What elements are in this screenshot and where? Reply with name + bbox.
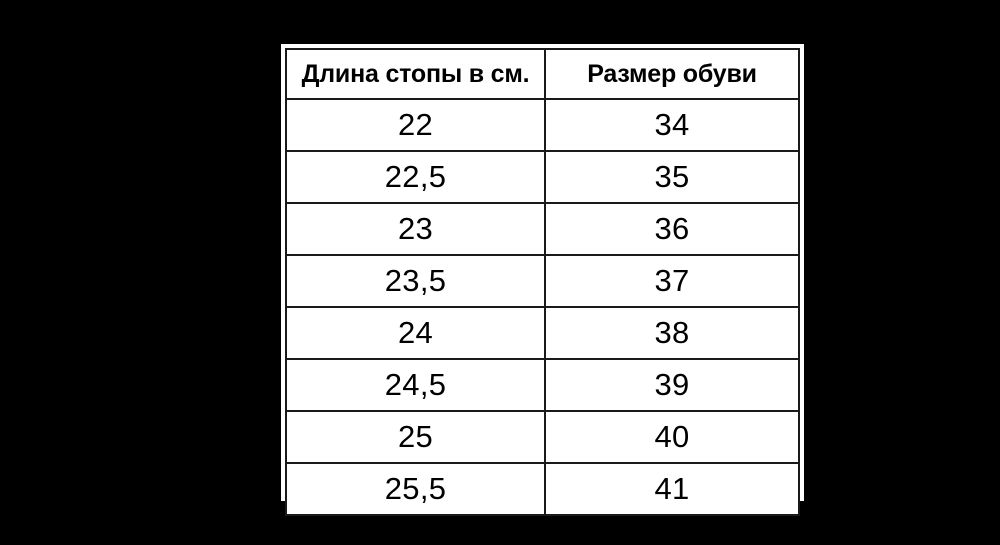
table-row: 24,5 39 [284, 358, 800, 412]
cell-shoe-size: 40 [544, 410, 800, 464]
cell-foot-length: 24 [284, 306, 547, 360]
cell-foot-length: 23 [284, 202, 547, 256]
table-row: 22,5 35 [284, 150, 800, 204]
cell-foot-length: 22 [284, 98, 547, 152]
cell-shoe-size: 35 [544, 150, 800, 204]
table-row: 23,5 37 [284, 254, 800, 308]
cell-foot-length: 22,5 [284, 150, 547, 204]
table-row: 25 40 [284, 410, 800, 464]
table-row: 24 38 [284, 306, 800, 360]
cell-shoe-size: 37 [544, 254, 800, 308]
cell-foot-length: 23,5 [284, 254, 547, 308]
table-header: Длина стопы в см. Размер обуви [284, 48, 800, 100]
size-chart-frame: Длина стопы в см. Размер обуви 22 34 22,… [281, 44, 804, 516]
cell-shoe-size: 38 [544, 306, 800, 360]
cell-foot-length: 25 [284, 410, 547, 464]
table-body: 22 34 22,5 35 23 36 23,5 37 24 38 [284, 98, 800, 516]
table-header-row: Длина стопы в см. Размер обуви [284, 48, 800, 100]
column-header-shoe-size: Размер обуви [544, 48, 800, 100]
cell-shoe-size: 34 [544, 98, 800, 152]
cell-foot-length: 25,5 [284, 462, 547, 516]
cell-foot-length: 24,5 [284, 358, 547, 412]
column-header-foot-length: Длина стопы в см. [284, 48, 547, 100]
table-row: 23 36 [284, 202, 800, 256]
table-row: 22 34 [284, 98, 800, 152]
table-row: 25,5 41 [284, 462, 800, 516]
cell-shoe-size: 39 [544, 358, 800, 412]
cell-shoe-size: 36 [544, 202, 800, 256]
shoe-size-table: Длина стопы в см. Размер обуви 22 34 22,… [284, 48, 800, 516]
cell-shoe-size: 41 [544, 462, 800, 516]
